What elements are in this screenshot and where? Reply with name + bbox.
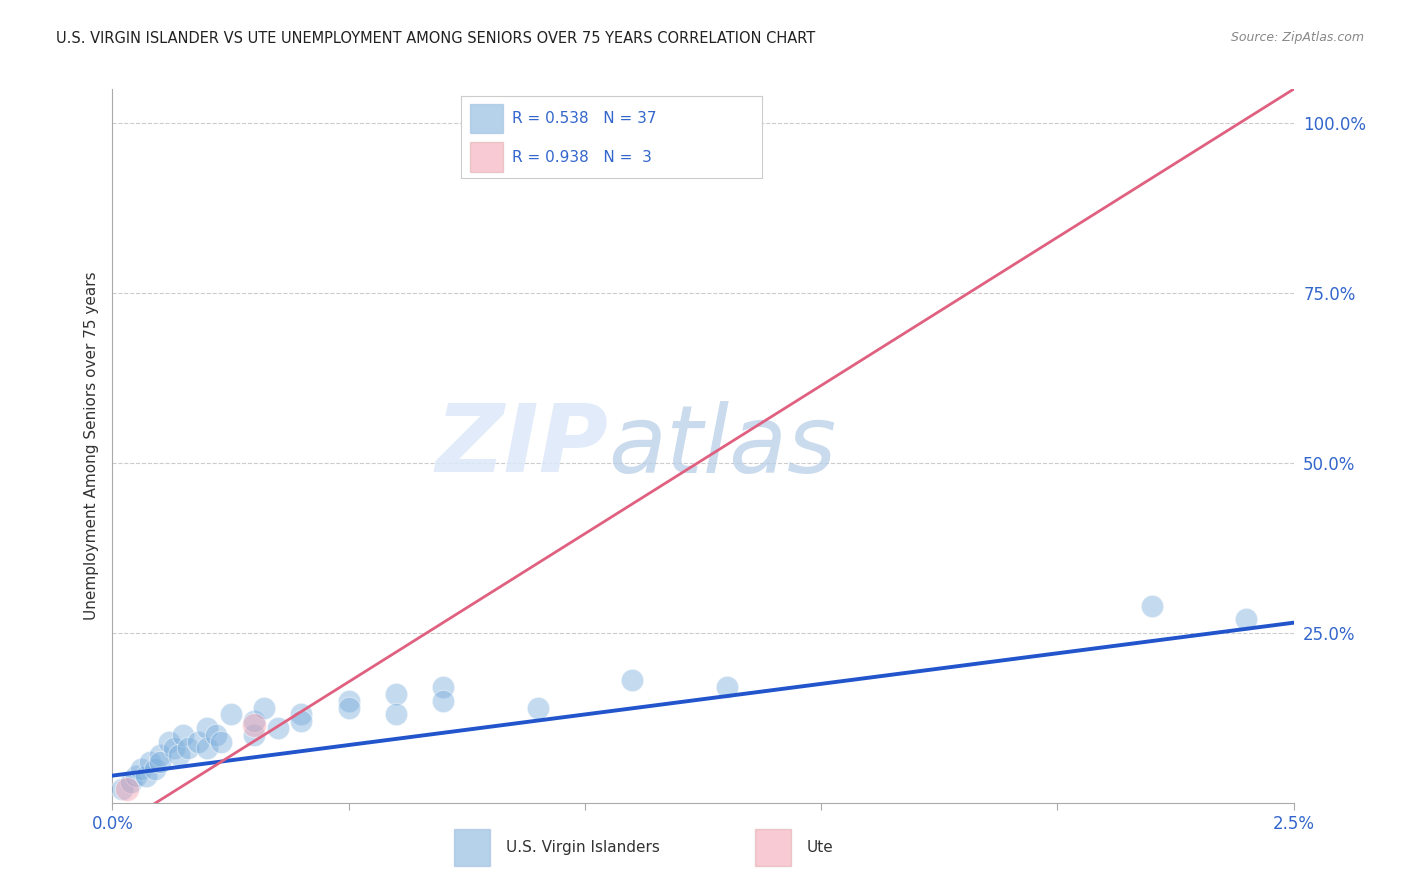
Point [186,734,208,748]
Point [163,741,186,756]
Point [1234,612,1257,626]
Point [385,687,408,701]
Point [432,694,454,708]
Text: Source: ZipAtlas.com: Source: ZipAtlas.com [1230,31,1364,45]
Point [135,769,157,783]
Point [716,680,738,694]
Point [219,707,242,722]
Point [157,734,180,748]
Point [177,741,200,756]
Point [243,728,266,742]
Point [125,769,148,783]
Point [1140,599,1163,613]
Point [129,762,152,776]
Point [139,755,162,769]
Point [243,717,266,731]
Point [385,707,408,722]
Point [243,714,266,729]
Text: atlas: atlas [609,401,837,491]
Point [143,762,166,776]
Point [290,707,312,722]
Point [149,748,172,763]
Point [115,782,138,797]
Point [195,741,218,756]
Point [253,700,276,714]
Point [621,673,644,688]
Point [209,734,232,748]
Text: U.S. VIRGIN ISLANDER VS UTE UNEMPLOYMENT AMONG SENIORS OVER 75 YEARS CORRELATION: U.S. VIRGIN ISLANDER VS UTE UNEMPLOYMENT… [56,31,815,46]
Point [432,680,454,694]
Point [267,721,290,735]
Point [111,782,134,797]
Y-axis label: Unemployment Among Seniors over 75 years: Unemployment Among Seniors over 75 years [83,272,98,620]
Point [337,700,360,714]
Point [172,728,194,742]
Point [526,700,548,714]
Point [120,775,142,789]
Point [149,755,172,769]
Text: ZIP: ZIP [436,400,609,492]
Point [290,714,312,729]
Point [644,136,666,151]
Point [205,728,228,742]
Point [195,721,218,735]
Point [167,748,190,763]
Point [337,694,360,708]
